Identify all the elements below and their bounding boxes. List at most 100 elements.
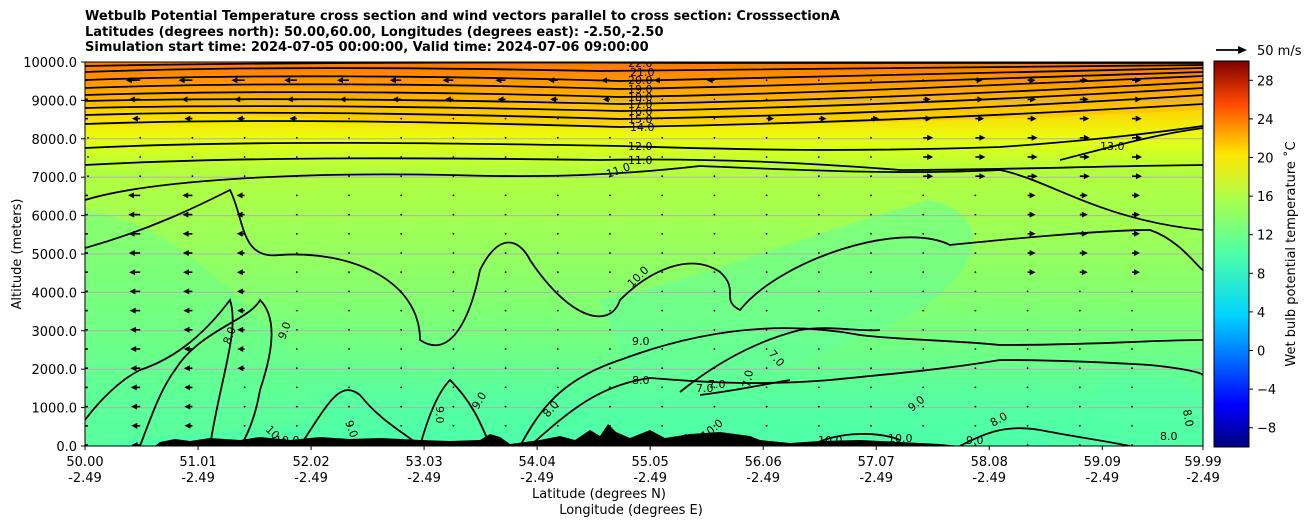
wind-vector <box>348 194 350 197</box>
wind-vector-head <box>182 230 189 237</box>
wind-vector <box>1078 328 1081 331</box>
wind-vector <box>870 271 872 274</box>
wind-vector-head <box>77 365 83 371</box>
wind-vector-head <box>129 269 136 276</box>
wind-vector-head <box>184 384 191 391</box>
wind-vector <box>974 271 977 274</box>
wind-vector <box>400 136 403 139</box>
wind-vector-head <box>76 96 82 102</box>
contour-label: 14.0 <box>630 121 655 134</box>
wind-vector <box>1131 290 1133 293</box>
wind-vector-head <box>75 269 81 275</box>
wind-vector <box>609 175 611 178</box>
wind-vector <box>870 405 872 408</box>
wind-vector <box>765 252 768 254</box>
wind-vector <box>765 213 768 216</box>
wind-vector-head <box>129 288 136 295</box>
wind-vector <box>348 348 350 350</box>
wind-vector <box>609 367 611 370</box>
wind-vector <box>295 424 298 427</box>
contour-label: 9.0 <box>966 434 984 447</box>
wind-vector-head <box>182 192 189 199</box>
wind-vector <box>609 156 611 158</box>
wind-vector-head <box>79 442 85 448</box>
wind-vector <box>609 252 611 254</box>
x-tick-label-lat: 53.03 <box>405 455 442 470</box>
wind-vector-head <box>1083 173 1090 180</box>
wind-key-label: 50 m/s <box>1257 44 1302 59</box>
wind-vector-head <box>236 269 243 276</box>
wind-vector-head <box>73 77 79 83</box>
wind-vector <box>817 348 820 350</box>
wind-vector <box>922 213 925 216</box>
contour-11a <box>85 157 1203 171</box>
gridlines <box>85 99 1203 409</box>
contour-label: 12.0 <box>628 140 653 153</box>
wind-vector <box>817 424 820 427</box>
wind-vector-head <box>184 422 191 429</box>
wind-vector <box>661 271 664 274</box>
wind-vector <box>295 232 298 235</box>
wind-vector <box>609 328 611 331</box>
wind-vector-head <box>1031 173 1038 180</box>
wind-vector <box>713 194 716 197</box>
wind-vector <box>870 79 872 82</box>
colorbar <box>1213 60 1250 448</box>
wind-vector <box>817 194 820 197</box>
wind-vector-head <box>550 96 557 103</box>
wind-vector <box>817 309 820 312</box>
wind-vector <box>870 290 872 293</box>
wind-vector <box>870 175 872 178</box>
wind-vector-head <box>979 154 986 160</box>
wind-vector <box>1078 348 1081 350</box>
wind-vector <box>348 405 350 408</box>
wind-vector-head <box>337 77 344 84</box>
wind-vector <box>765 136 768 139</box>
title-line-2: Latitudes (degrees north): 50.00,60.00, … <box>85 24 664 40</box>
x-tick-label-lon: -2.49 <box>407 471 441 486</box>
wind-vector <box>1131 405 1133 408</box>
title-line-1: Wetbulb Potential Temperature cross sect… <box>85 9 840 24</box>
y-tick-label: 3000.0 <box>32 325 78 340</box>
wind-vector <box>661 367 664 370</box>
wind-vector <box>922 405 925 408</box>
wind-vector <box>661 309 664 312</box>
wind-vector <box>661 213 664 216</box>
wind-vector <box>295 271 298 274</box>
wind-vector-head <box>129 326 136 333</box>
wind-vector-head <box>1134 192 1140 199</box>
wind-vector <box>556 252 559 254</box>
wind-vector-head <box>927 154 934 160</box>
wind-vector <box>348 136 350 139</box>
wind-vector <box>295 156 298 158</box>
wind-vector-head <box>237 326 244 333</box>
wind-vector <box>765 232 768 235</box>
wind-vector-head <box>1081 211 1088 218</box>
wind-vector <box>243 405 246 408</box>
wind-vector <box>400 424 403 427</box>
wind-vector <box>974 328 977 331</box>
wind-vector <box>452 117 455 120</box>
wind-vector-head <box>183 326 190 333</box>
title-line-3: Simulation start time: 2024-07-05 00:00:… <box>85 40 649 55</box>
x-axis-label-2: Longitude (degrees E) <box>559 503 703 518</box>
wind-vector-head <box>1135 115 1142 122</box>
x-tick-label-lat: 55.05 <box>632 455 669 470</box>
wind-vector <box>609 194 611 197</box>
wind-vector-head <box>130 346 137 352</box>
wind-vector <box>974 232 977 235</box>
wind-vector <box>504 194 507 197</box>
wind-vector <box>556 271 559 274</box>
contour-label: 9.0 <box>433 406 446 424</box>
wind-vector-head <box>184 115 191 122</box>
wind-vector <box>348 424 350 427</box>
wind-vector <box>1026 328 1029 331</box>
wind-vector <box>504 309 507 312</box>
contour-label: 15.0 <box>628 113 653 126</box>
wind-vector <box>348 213 350 216</box>
contour-label: 21.0 <box>630 66 655 79</box>
wind-vector <box>870 252 872 254</box>
wind-vector <box>504 348 507 350</box>
y-tick-label: 2000.0 <box>32 363 78 378</box>
